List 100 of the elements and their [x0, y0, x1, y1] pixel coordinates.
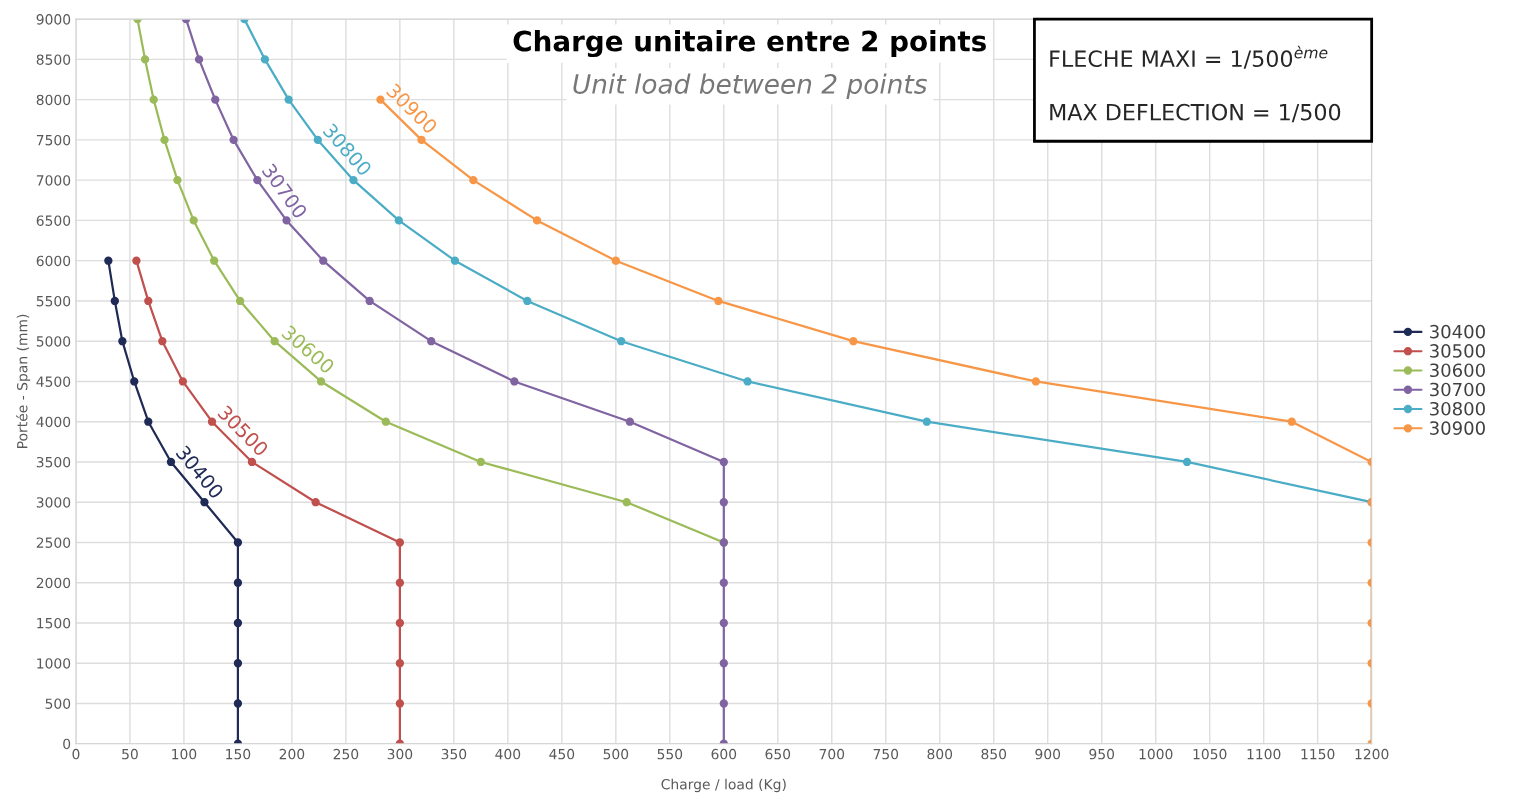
x-tick-label: 200	[279, 748, 305, 760]
point	[719, 659, 728, 668]
point	[247, 457, 257, 467]
point	[118, 337, 127, 346]
annotation: FLECHE MAXI = 1/500$^{ème}$	[1050, 45, 1328, 69]
point	[1031, 377, 1041, 386]
point	[395, 699, 405, 708]
x-tick-label: 700	[819, 748, 845, 760]
point	[311, 498, 320, 507]
point	[284, 95, 293, 104]
point	[233, 618, 243, 628]
y-tick-label: 1500	[37, 617, 71, 629]
x-tick-label: 450	[549, 748, 575, 760]
point	[617, 337, 626, 346]
point	[110, 296, 119, 306]
point	[510, 377, 519, 386]
annotation: MAX DEFLECTION = 1/500	[1050, 103, 1341, 123]
x-tick-label: 950	[1089, 748, 1115, 760]
y-tick-label: 2000	[36, 577, 71, 589]
x-tick-label: 500	[603, 748, 629, 760]
point	[625, 417, 635, 426]
point	[235, 296, 245, 306]
point	[270, 337, 279, 346]
point	[349, 176, 358, 185]
point	[476, 457, 486, 467]
legend-label: 30700	[1430, 382, 1485, 397]
point	[395, 538, 405, 547]
point	[130, 377, 139, 386]
y-tick-label: 500	[45, 698, 71, 709]
x-tick-label: 0	[72, 748, 80, 760]
point	[922, 417, 931, 426]
point	[1287, 417, 1296, 426]
y-tick-label: 7000	[36, 175, 71, 186]
point	[313, 135, 322, 145]
point	[395, 578, 405, 587]
x-tick-label: 550	[657, 748, 683, 760]
point	[395, 659, 405, 668]
point	[144, 296, 153, 306]
y-tick-label: 6000	[36, 255, 71, 267]
point	[233, 699, 243, 708]
y-tick-label: 6500	[36, 215, 71, 226]
x-tick-label: 1100	[1247, 748, 1281, 760]
point	[316, 377, 326, 386]
point	[132, 256, 141, 265]
y-tick-label: 1000	[37, 658, 71, 669]
x-tick-label: 1000	[1139, 748, 1173, 760]
x-tick-label: 1050	[1193, 748, 1227, 760]
point	[211, 95, 220, 104]
point	[104, 256, 113, 265]
point	[319, 256, 328, 265]
point	[381, 417, 391, 426]
point	[166, 457, 176, 467]
point	[532, 216, 542, 225]
x-tick-label: 400	[495, 748, 521, 760]
point	[260, 55, 270, 64]
point	[743, 377, 752, 386]
point	[149, 95, 158, 104]
point	[189, 216, 198, 225]
point	[158, 337, 167, 346]
point	[611, 256, 620, 265]
y-tick-label: 4500	[36, 376, 71, 387]
y-axis-title: Portée - Span (mm)	[16, 314, 31, 448]
point	[719, 699, 728, 708]
x-tick-label: 350	[441, 748, 467, 760]
y-tick-label: 8500	[36, 54, 71, 65]
point	[719, 618, 728, 628]
x-tick-label: 650	[765, 748, 791, 760]
point	[376, 95, 385, 104]
point	[233, 538, 243, 547]
point	[229, 135, 238, 145]
legend-label: 30400	[1430, 324, 1485, 339]
point	[160, 135, 169, 145]
point	[178, 377, 188, 386]
x-tick-label: 1150	[1301, 748, 1335, 760]
point	[719, 498, 728, 507]
point	[719, 457, 728, 467]
point	[1182, 457, 1192, 467]
y-tick-label: 0	[63, 738, 71, 750]
point	[622, 498, 631, 507]
point	[450, 256, 460, 265]
legend-label: 30500	[1430, 344, 1485, 358]
y-tick-label: 5000	[36, 336, 71, 347]
y-tick-label: 8000	[36, 94, 71, 106]
x-tick-label: 750	[873, 748, 899, 760]
x-tick-label: 150	[226, 748, 251, 760]
x-tick-label: 850	[981, 748, 1007, 760]
point	[427, 337, 436, 346]
point	[253, 176, 262, 185]
chart-title: Charge unitaire entre 2 points	[513, 30, 986, 58]
y-tick-label: 2500	[36, 537, 71, 548]
point	[417, 135, 426, 145]
x-tick-label: 600	[711, 748, 737, 760]
point	[469, 176, 478, 185]
point	[714, 296, 723, 306]
point	[719, 578, 728, 587]
point	[365, 296, 374, 306]
point	[233, 659, 243, 668]
point	[209, 256, 219, 265]
point	[144, 417, 153, 426]
x-tick-label: 1200	[1355, 748, 1389, 760]
